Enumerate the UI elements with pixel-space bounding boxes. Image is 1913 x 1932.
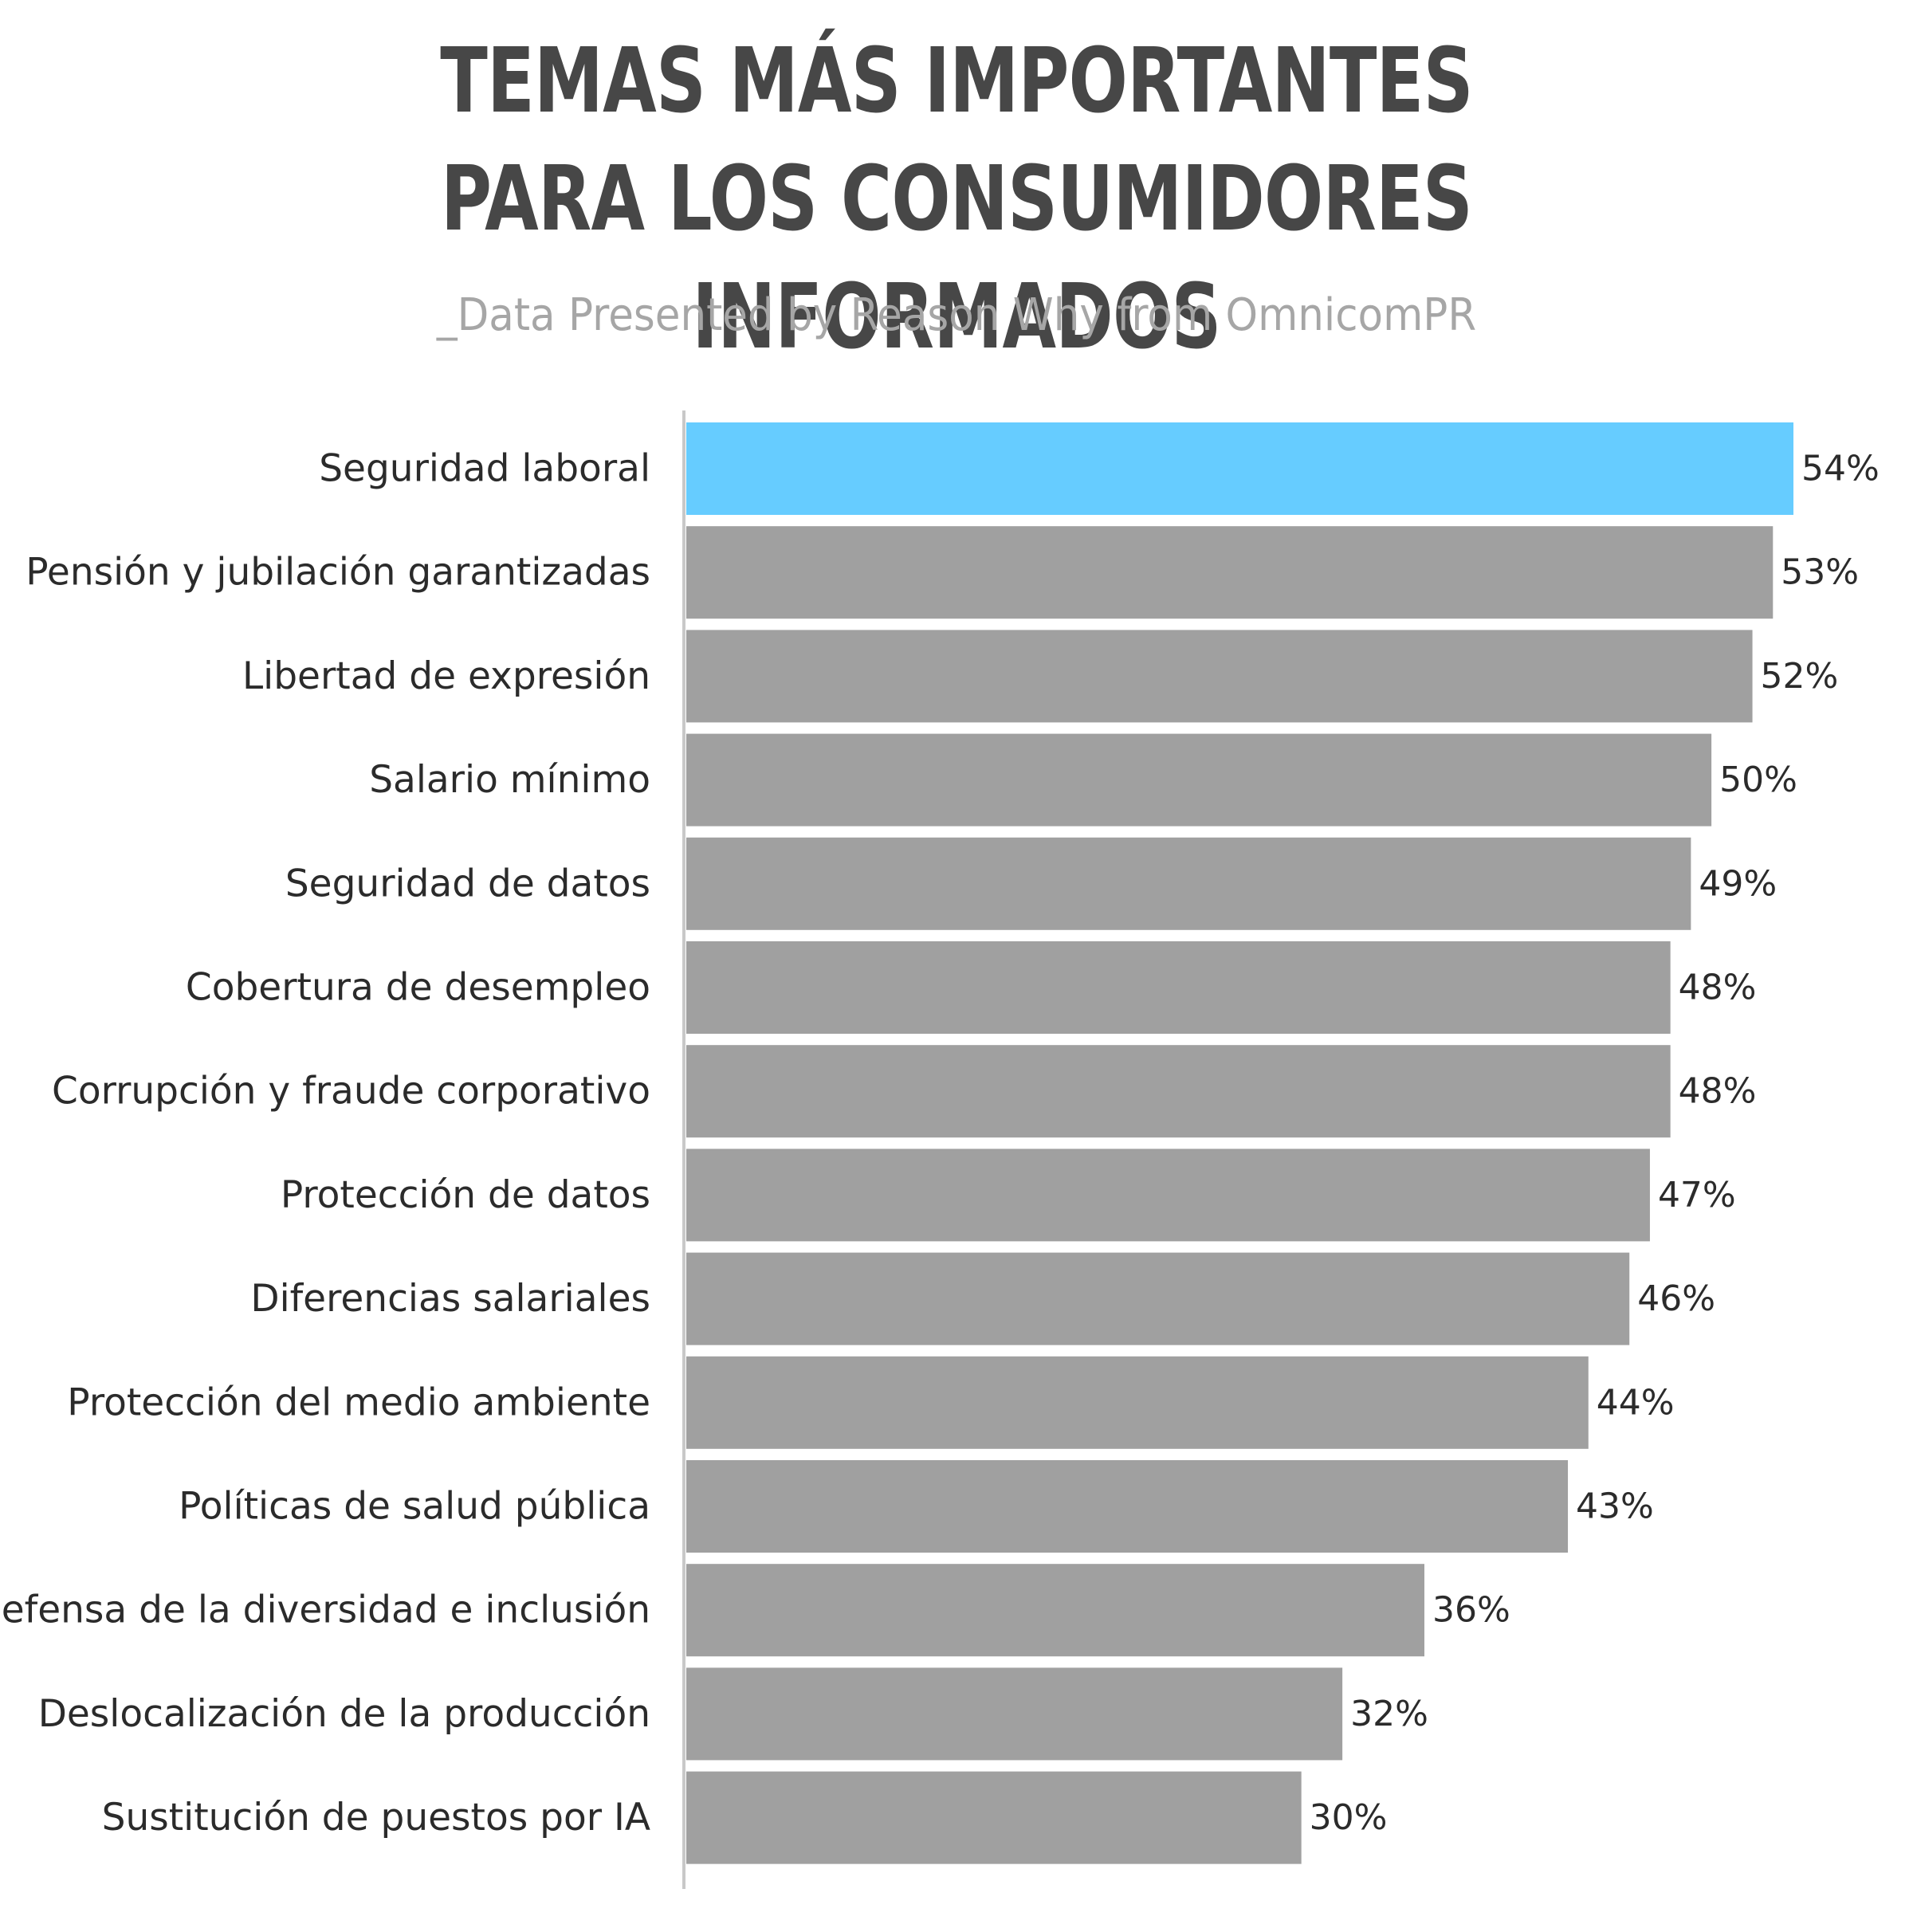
value-label-13: 32% [1350, 1694, 1428, 1734]
category-label-10: Protección del medio ambiente [67, 1380, 650, 1424]
value-label-12: 36% [1432, 1590, 1510, 1631]
category-label-2: Pensión y jubilación garantizadas [26, 551, 650, 595]
chart-title-line-1: TEMAS MÁS IMPORTANTES [440, 29, 1473, 133]
bar-12 [686, 1564, 1424, 1657]
bar-3 [686, 630, 1753, 723]
chart-subtitle: _Data Presented by Reason Why from Omnic… [436, 289, 1477, 341]
category-label-13: Deslocalización de la producción [38, 1692, 650, 1736]
value-label-10: 44% [1597, 1382, 1675, 1423]
value-label-6: 48% [1679, 968, 1757, 1008]
category-label-6: Cobertura de desempleo [186, 966, 650, 1010]
bar-1 [686, 422, 1793, 515]
category-label-14: Sustitución de puestos por IA [102, 1796, 650, 1840]
value-label-5: 49% [1699, 863, 1777, 904]
category-label-8: Protección de datos [281, 1173, 650, 1217]
category-label-11: Políticas de salud pública [179, 1485, 650, 1529]
bar-6 [686, 941, 1671, 1034]
category-label-1: Seguridad laboral [319, 447, 650, 491]
bar-14 [686, 1771, 1302, 1864]
bar-2 [686, 526, 1774, 619]
bar-11 [686, 1460, 1569, 1553]
category-label-3: Libertad de expresión [242, 654, 650, 698]
bar-8 [686, 1149, 1650, 1242]
category-label-4: Salario mínimo [369, 758, 650, 802]
bar-4 [686, 733, 1712, 827]
chart-title-line-2: PARA LOS CONSUMIDORES INFORMADOS [440, 147, 1473, 369]
bar-10 [686, 1356, 1589, 1449]
value-label-11: 43% [1576, 1486, 1654, 1527]
value-label-2: 53% [1781, 552, 1859, 593]
category-label-9: Diferencias salariales [250, 1277, 650, 1321]
bar-13 [686, 1667, 1343, 1761]
value-label-7: 48% [1679, 1071, 1757, 1112]
bars-layer: Seguridad laboral 54% Pensión y jubilación… [0, 422, 1880, 1864]
value-label-4: 50% [1719, 760, 1797, 800]
value-label-8: 47% [1658, 1175, 1736, 1215]
value-label-1: 54% [1801, 449, 1880, 489]
category-label-7: Corrupción y fraude corporativo [52, 1070, 650, 1113]
category-label-12: Defensa de la diversidad e inclusión [0, 1588, 650, 1632]
bar-7 [686, 1045, 1671, 1138]
category-label-5: Seguridad de datos [285, 862, 650, 905]
bar-5 [686, 837, 1691, 930]
bar-9 [686, 1252, 1630, 1345]
value-label-9: 46% [1637, 1278, 1715, 1319]
value-label-14: 30% [1310, 1797, 1388, 1838]
value-label-3: 52% [1761, 656, 1839, 697]
